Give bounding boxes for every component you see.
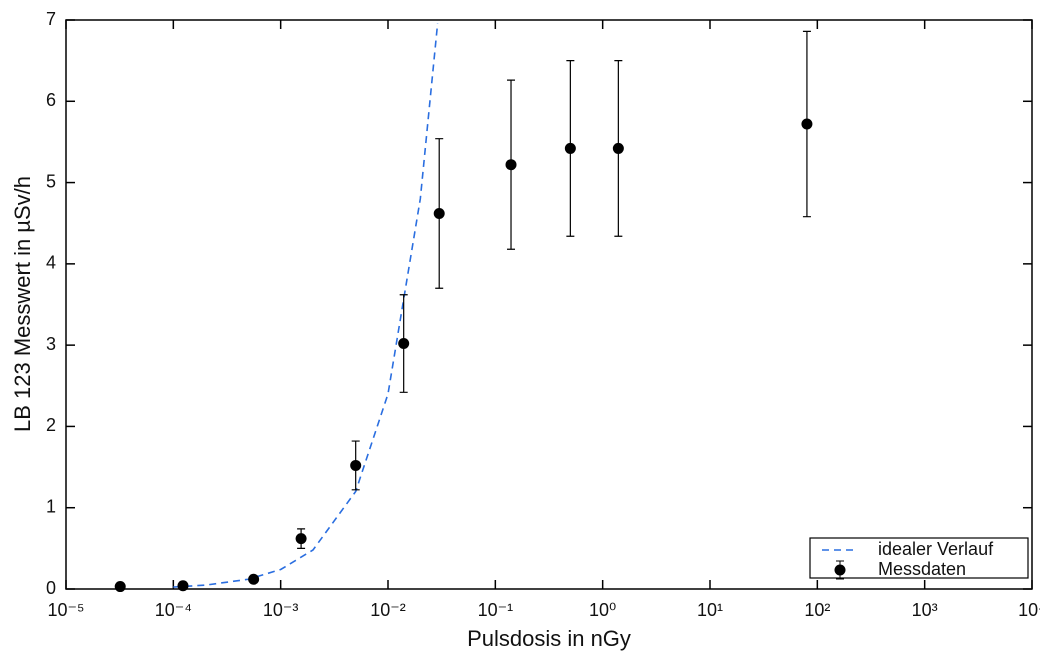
x-tick-label: 10⁻³ [263,600,299,620]
data-point [398,338,410,350]
data-point [350,459,362,471]
x-tick-label: 10⁰ [589,600,616,620]
data-point [564,142,576,154]
y-tick-label: 1 [46,496,56,516]
x-tick-label: 10⁻⁴ [155,600,192,620]
data-point [612,142,624,154]
y-tick-label: 6 [46,90,56,110]
legend-label: idealer Verlauf [878,539,994,559]
data-point [248,573,260,585]
data-point [801,118,813,130]
y-tick-label: 2 [46,415,56,435]
x-tick-label: 10⁴ [1018,600,1040,620]
legend-box [809,537,1029,579]
x-tick-label: 10² [804,600,830,620]
x-tick-label: 10⁻¹ [478,600,514,620]
ideal-line [173,23,439,588]
x-tick-label: 10³ [912,600,938,620]
data-point [433,207,445,219]
x-tick-label: 10⁻² [370,600,406,620]
data-point [505,159,517,171]
y-tick-label: 5 [46,171,56,191]
data-point [114,581,126,593]
legend-swatch [834,564,846,576]
y-tick-label: 3 [46,334,56,354]
y-axis-label: LB 123 Messwert in µSv/h [10,176,35,432]
y-tick-label: 0 [46,578,56,598]
legend-label: Messdaten [878,559,966,579]
data-point [295,533,307,545]
data-point [177,580,189,592]
x-tick-label: 10¹ [697,600,723,620]
y-tick-label: 4 [46,253,56,273]
x-axis-label: Pulsdosis in nGy [467,626,631,651]
x-tick-label: 10⁻⁵ [48,600,85,620]
y-tick-label: 7 [46,9,56,29]
plot-frame [65,19,1033,590]
